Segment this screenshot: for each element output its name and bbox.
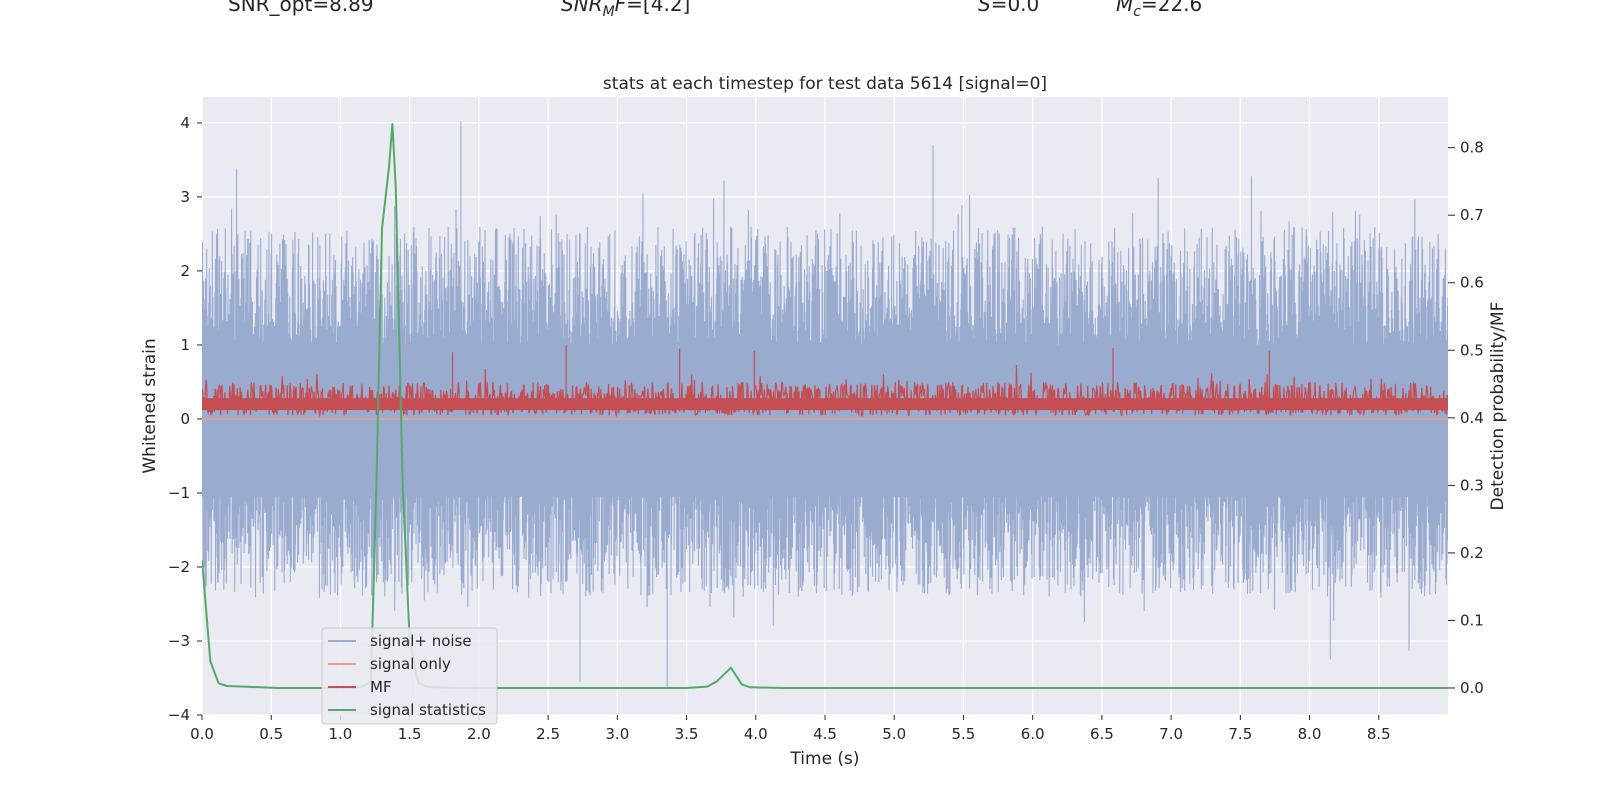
legend-label: signal statistics (370, 701, 486, 719)
y2-tick-label: 0.1 (1460, 611, 1484, 629)
y2-tick-label: 0.8 (1460, 139, 1484, 157)
legend-label: signal+ noise (370, 632, 472, 650)
y2-tick-label: 0.6 (1460, 274, 1484, 292)
snr-opt-label: SNR_opt=8.89 (228, 0, 374, 16)
y2-tick-label: 0.0 (1460, 679, 1484, 697)
x-axis-label: Time (s) (789, 749, 859, 769)
y-axis-ticks: −4 −3 −2 −1 0 1 2 3 4 (168, 114, 202, 724)
y-tick-label: 3 (180, 188, 190, 206)
legend-box (321, 627, 498, 725)
y-tick-label: 2 (180, 262, 190, 280)
y2-axis-label: Detection probability/MF (1488, 302, 1508, 511)
y2-axis-ticks: 0.0 0.1 0.2 0.3 0.4 0.5 0.6 0.7 0.8 (1448, 139, 1484, 697)
x-tick-label: 5.0 (882, 725, 906, 743)
x-tick-label: 0.0 (190, 725, 214, 743)
y-tick-label: 0 (180, 410, 190, 428)
y-tick-label: −1 (168, 484, 190, 502)
x-axis-ticks: 0.0 0.5 1.0 1.5 2.0 2.5 3.0 3.5 4.0 4.5 5.0 5.5 6.0 6… (190, 715, 1391, 743)
signal-statistics-line (202, 123, 1448, 689)
x-tick-label: 4.0 (744, 725, 768, 743)
s-label: S=0.0 (978, 0, 1040, 16)
x-tick-label: 1.5 (398, 725, 422, 743)
x-tick-label: 3.5 (675, 725, 699, 743)
legend-label: MF (370, 678, 392, 696)
y2-tick-label: 0.7 (1460, 206, 1484, 224)
snr-mf-label: SNRMF=[4.2] (561, 0, 691, 20)
x-tick-label: 8.0 (1298, 725, 1322, 743)
y2-tick-label: 0.2 (1460, 544, 1484, 562)
mf-band (202, 398, 1448, 411)
x-tick-label: 7.5 (1228, 725, 1252, 743)
x-tick-label: 3.0 (605, 725, 629, 743)
x-tick-label: 0.5 (259, 725, 283, 743)
y2-tick-label: 0.5 (1460, 341, 1484, 359)
x-tick-label: 6.5 (1090, 725, 1114, 743)
legend: signal+ noise signal only MF signal statist… (321, 627, 498, 725)
y-tick-label: −3 (168, 632, 190, 650)
x-tick-label: 5.5 (952, 725, 976, 743)
x-tick-label: 4.5 (813, 725, 837, 743)
x-tick-label: 8.5 (1367, 725, 1391, 743)
mc-label: Mc=22.6 (1116, 0, 1203, 20)
x-tick-label: 6.0 (1021, 725, 1045, 743)
y-tick-label: −2 (168, 558, 190, 576)
y-axis-label: Whitened strain (140, 338, 160, 473)
y2-tick-label: 0.3 (1460, 476, 1484, 494)
y2-tick-label: 0.4 (1460, 409, 1484, 427)
y-tick-label: 1 (180, 336, 190, 354)
signal-noise-band (202, 348, 1448, 497)
x-tick-label: 2.5 (536, 725, 560, 743)
header-stats: SNR_opt=8.89 SNRMF=[4.2] S=0.0 Mc=22.6 (0, 0, 1600, 40)
x-tick-label: 1.0 (329, 725, 353, 743)
chart-title: stats at each timestep for test data 561… (603, 74, 1047, 94)
legend-label: signal only (370, 655, 451, 673)
series-layer (202, 121, 1448, 689)
x-tick-label: 7.0 (1159, 725, 1183, 743)
mf-line (202, 344, 1448, 418)
y-tick-label: −4 (168, 706, 190, 724)
x-tick-label: 2.0 (467, 725, 491, 743)
y-tick-label: 4 (180, 114, 190, 132)
